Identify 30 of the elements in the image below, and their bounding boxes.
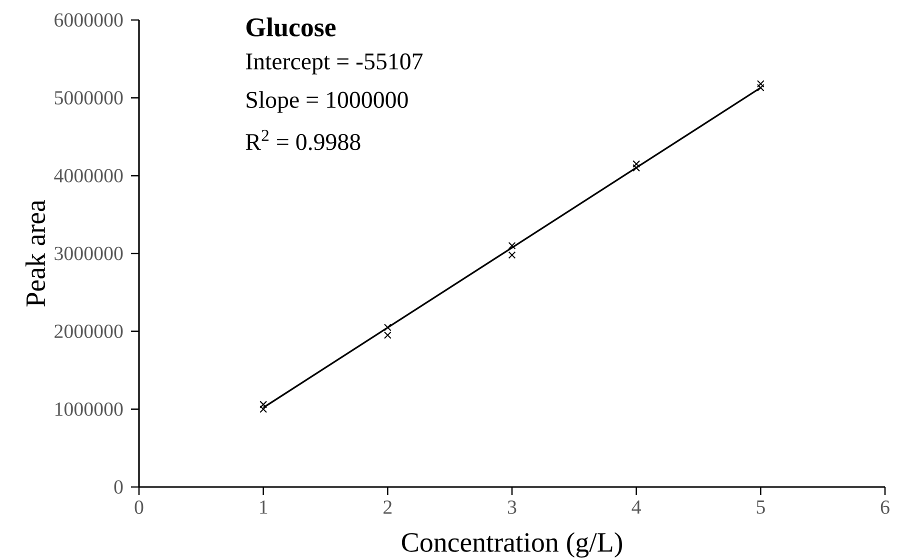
y-axis-title: Peak area — [25, 200, 46, 307]
x-tick-label: 0 — [134, 500, 144, 514]
x-tick-label: 5 — [756, 500, 765, 514]
annotation: R$^{2}$ = 0.9988 — [246, 130, 360, 150]
y-tick-label: 3000000 — [54, 246, 123, 260]
annotation: Slope = 1000000 — [246, 91, 408, 113]
point — [632, 160, 640, 168]
point — [508, 251, 516, 259]
x-tick-label: 2 — [384, 500, 392, 514]
y-tick-label: 0 — [114, 480, 123, 494]
x-axis-title: Concentration (g/L) — [402, 532, 622, 558]
y-tick-label: 4000000 — [54, 168, 123, 182]
point — [260, 405, 268, 413]
y-tick-label: 6000000 — [54, 13, 123, 27]
x-tick-label: 1 — [260, 500, 268, 514]
point — [384, 331, 392, 339]
point — [260, 400, 268, 408]
y-tick-label: 5000000 — [54, 91, 123, 105]
point — [632, 164, 640, 172]
x-tick-label: 4 — [632, 500, 642, 514]
y-tick-label: 2000000 — [54, 324, 123, 338]
y-tick-label: 1000000 — [55, 402, 123, 416]
point — [508, 242, 516, 250]
point — [384, 324, 392, 332]
point — [756, 84, 764, 92]
x-tick-label: 3 — [508, 500, 516, 514]
point — [756, 80, 764, 88]
x-tick-label: 6 — [880, 500, 890, 514]
annotation: Intercept = -55107 — [246, 53, 423, 74]
chart-title: Glucose — [246, 17, 336, 36]
